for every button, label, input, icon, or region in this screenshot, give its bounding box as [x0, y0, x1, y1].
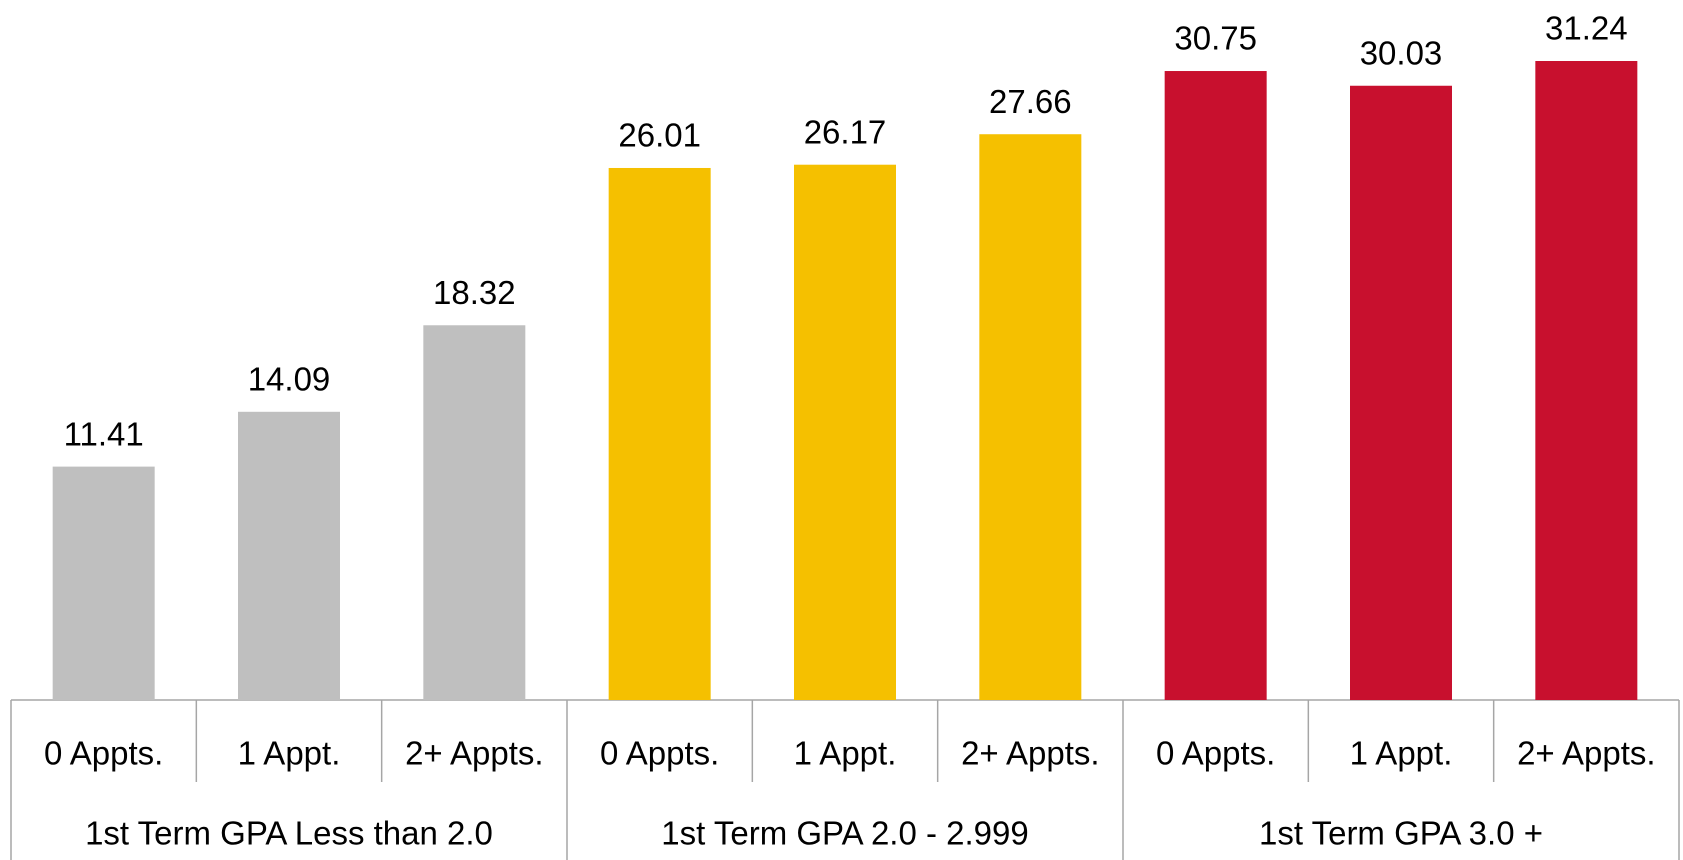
bar: [1350, 85, 1452, 700]
group-label: 1st Term GPA Less than 2.0: [85, 815, 493, 852]
bar: [238, 411, 340, 700]
value-label: 30.75: [1174, 20, 1257, 57]
value-label: 18.32: [433, 274, 516, 311]
group-label: 1st Term GPA 3.0 +: [1259, 815, 1543, 852]
bar: [52, 466, 155, 700]
category-label: 1 Appt.: [1350, 735, 1453, 772]
bar: [1535, 61, 1638, 700]
bar: [1164, 71, 1267, 701]
bar: [608, 167, 711, 700]
value-label: 27.66: [989, 83, 1072, 120]
value-label: 14.09: [248, 361, 331, 398]
bar: [979, 134, 1082, 700]
category-label: 0 Appts.: [600, 735, 719, 772]
category-label: 2+ Appts.: [405, 735, 544, 772]
category-label: 0 Appts.: [44, 735, 163, 772]
value-label: 11.41: [64, 415, 144, 452]
bar: [423, 325, 526, 700]
value-label: 31.24: [1545, 10, 1628, 47]
category-label: 1 Appt.: [794, 735, 897, 772]
value-label: 26.17: [804, 113, 887, 150]
value-label: 26.01: [618, 117, 701, 154]
category-label: 2+ Appts.: [961, 735, 1100, 772]
value-label: 30.03: [1360, 34, 1443, 71]
bar: [794, 164, 896, 701]
group-label: 1st Term GPA 2.0 - 2.999: [661, 815, 1028, 852]
category-label: 2+ Appts.: [1517, 735, 1656, 772]
category-label: 0 Appts.: [1156, 735, 1275, 772]
category-label: 1 Appt.: [238, 735, 341, 772]
